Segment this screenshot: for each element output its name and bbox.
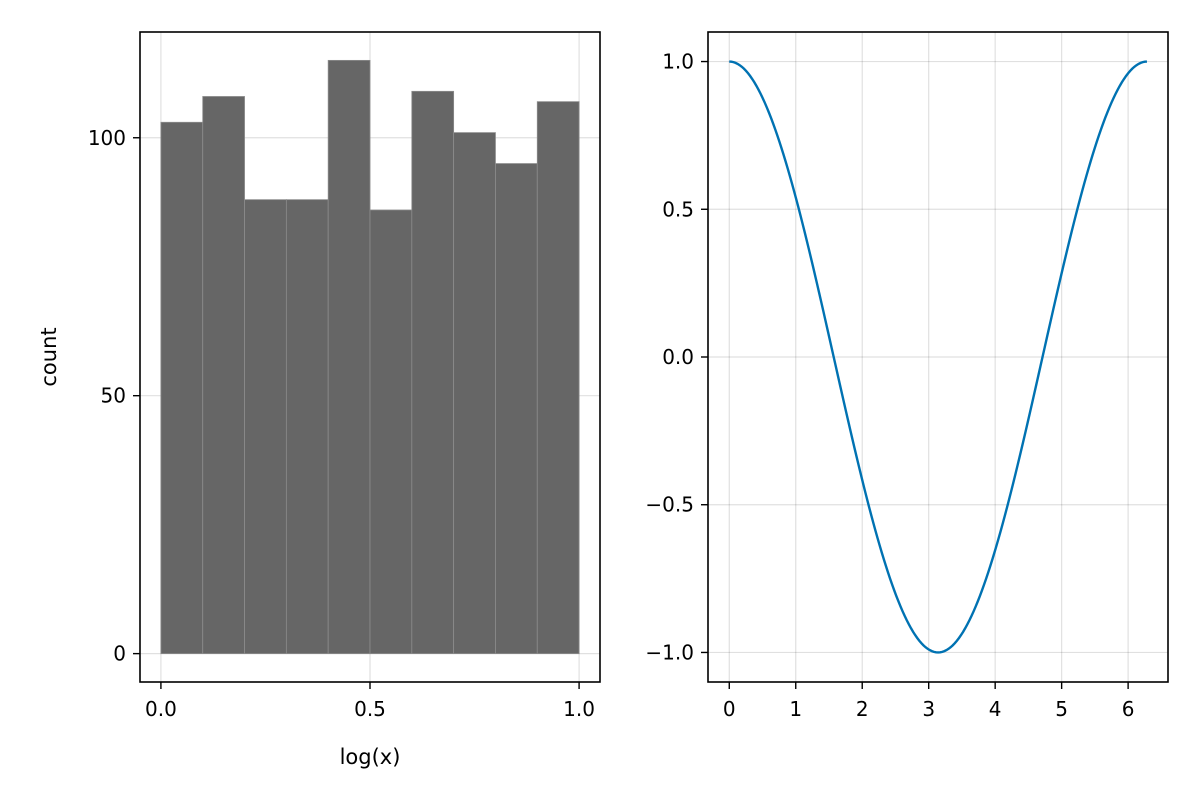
cosine-grid	[708, 32, 1168, 682]
histogram-frame	[139, 31, 601, 683]
cosine-y-tick-label: 0.5	[662, 197, 694, 221]
histogram-y-axis-title: count	[37, 327, 61, 386]
histogram-y-tick-label: 0	[113, 642, 126, 666]
histogram-x-tick-label: 0.0	[145, 697, 177, 721]
histogram-x-tick-label: 1.0	[563, 697, 595, 721]
histogram-bars	[160, 59, 580, 655]
cosine-x-tick-label: 6	[1122, 697, 1135, 721]
histogram-bar	[536, 101, 580, 655]
cosine-x-tick-label: 5	[1055, 697, 1068, 721]
cosine-line-layer	[729, 60, 1148, 654]
histogram-x-axis-title: log(x)	[340, 745, 401, 769]
histogram-bar	[244, 199, 287, 655]
histogram-bar	[327, 59, 371, 655]
cosine-ticks: 0 1 2 3 4 5 6 1.0 0.5 0.0 −0.5 −1.0	[645, 50, 1134, 721]
cosine-frame	[707, 31, 1169, 683]
cosine-x-tick-label: 3	[922, 697, 935, 721]
cosine-y-tick-label: 1.0	[662, 50, 694, 74]
cosine-series-line	[729, 60, 1148, 654]
histogram-plot: 0.0 0.5 1.0 0 50 100 log(x) count	[37, 31, 601, 769]
histogram-bar	[369, 209, 413, 655]
histogram-x-tick-label: 0.5	[354, 697, 386, 721]
histogram-y-tick-label: 100	[88, 126, 126, 150]
histogram-bar	[285, 199, 329, 655]
histogram-bar	[160, 121, 204, 655]
histogram-y-tick-label: 50	[101, 384, 126, 408]
cosine-x-tick-label: 2	[856, 697, 869, 721]
cosine-x-tick-label: 4	[989, 697, 1002, 721]
cosine-y-tick-label: −0.5	[645, 493, 694, 517]
histogram-bar	[202, 96, 245, 655]
histogram-bar	[495, 163, 538, 655]
histogram-ticks: 0.0 0.5 1.0 0 50 100	[88, 126, 595, 721]
cosine-plot: 0 1 2 3 4 5 6 1.0 0.5 0.0 −0.5 −1.0	[645, 31, 1169, 721]
cosine-y-tick-label: 0.0	[662, 345, 694, 369]
cosine-y-tick-label: −1.0	[645, 640, 694, 664]
cosine-x-tick-label: 0	[723, 697, 736, 721]
histogram-bar	[411, 90, 455, 655]
cosine-x-tick-label: 1	[789, 697, 802, 721]
histogram-bar	[453, 132, 496, 655]
